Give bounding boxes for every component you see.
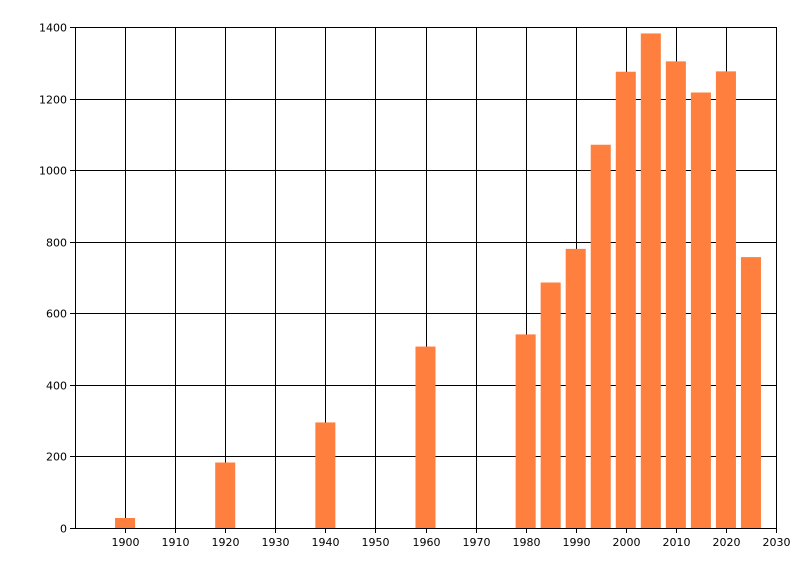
- x-tick-label: 1940: [312, 536, 340, 549]
- bar: [715, 71, 736, 529]
- axes: [70, 27, 777, 533]
- x-tick-label: 1930: [262, 536, 290, 549]
- x-tick-label: 2000: [613, 536, 641, 549]
- y-tick-label: 1000: [39, 165, 67, 178]
- y-tick-label: 400: [46, 380, 67, 393]
- bar: [690, 92, 711, 528]
- bar: [665, 61, 686, 529]
- bar: [515, 334, 536, 528]
- bar: [315, 422, 336, 528]
- tick-labels: 0 200 400 600 800 1000 1200 1400 1900 1910 1920 193…: [39, 22, 791, 550]
- y-tick-label: 600: [46, 308, 67, 321]
- y-tick-label: 1200: [39, 94, 67, 107]
- y-tick-label: 800: [46, 237, 67, 250]
- bars: [115, 33, 761, 529]
- x-tick-label: 2030: [763, 536, 791, 549]
- x-tick-label: 1990: [563, 536, 591, 549]
- x-tick-label: 1970: [463, 536, 491, 549]
- bar: [640, 33, 661, 528]
- x-tick-label: 1900: [112, 536, 140, 549]
- y-tick-label: 200: [46, 451, 67, 464]
- x-tick-label: 1920: [212, 536, 240, 549]
- x-tick-label: 1910: [162, 536, 190, 549]
- bar: [115, 517, 136, 528]
- bar: [415, 346, 436, 528]
- x-tick-label: 1980: [513, 536, 541, 549]
- x-tick-label: 1960: [413, 536, 441, 549]
- y-tick-label: 0: [60, 523, 67, 536]
- bar: [740, 257, 761, 528]
- bar: [590, 144, 611, 529]
- bar: [615, 71, 636, 528]
- bar: [540, 282, 561, 528]
- bar: [565, 248, 586, 528]
- y-tick-label: 1400: [39, 22, 67, 35]
- x-tick-label: 1950: [362, 536, 390, 549]
- x-tick-label: 2010: [663, 536, 691, 549]
- x-tick-label: 2020: [713, 536, 741, 549]
- bar: [215, 462, 236, 528]
